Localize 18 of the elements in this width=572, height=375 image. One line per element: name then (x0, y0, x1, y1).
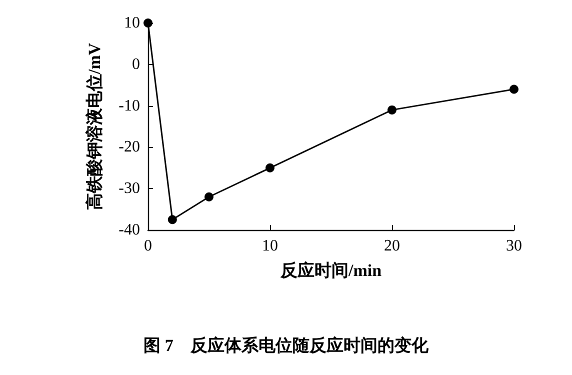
text: 图 7 反应体系电位随反应时间的变化 (144, 336, 430, 355)
y-tick-label: -40 (118, 222, 140, 238)
point (168, 215, 177, 224)
y-tick-label: 10 (124, 14, 140, 32)
y-tick-label: -30 (118, 180, 140, 198)
x-tick-label: 0 (144, 238, 152, 254)
y-tick-label: -20 (118, 138, 140, 156)
x-axis-title: 反应时间/min (279, 261, 382, 280)
y-tick-label: -10 (118, 97, 140, 114)
point (266, 163, 274, 172)
x-tick-label: 30 (506, 238, 522, 254)
point (388, 105, 396, 114)
point (204, 192, 214, 202)
y-axis-title: 高铁酸钾溶液电位/mV (85, 42, 104, 210)
x-tick-label: 10 (262, 238, 278, 254)
point (510, 84, 518, 94)
y-tick-label: 0 (132, 56, 140, 73)
x-tick-label: 20 (384, 238, 400, 254)
